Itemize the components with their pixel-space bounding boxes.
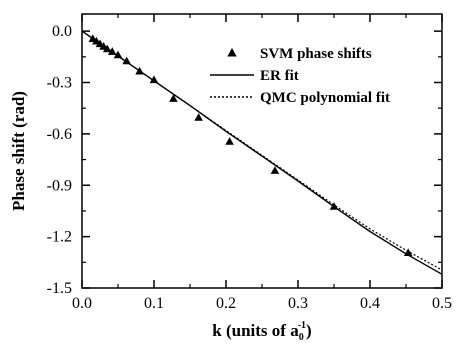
svm-data-point [225,137,234,145]
legend-triangle-swatch [227,48,237,57]
svm-data-point [329,202,339,210]
axis-ticks [81,14,443,289]
x-axis-label: k (units of a0-1) [212,320,311,343]
x-axis-label-prefix: k (units of a [212,321,299,340]
svm-data-point [113,50,123,59]
data-markers [88,34,413,257]
y-tick-label: -1.5 [47,280,72,297]
y-tick-label: -0.9 [47,177,72,194]
svm-data-point [102,44,112,53]
x-tick-label: 0.5 [432,295,452,312]
x-tick-label: 0.4 [360,295,380,312]
x-axis-label-sub: 0 [299,332,304,343]
svm-data-point [403,248,413,257]
svm-data-point [135,66,144,75]
svm-data-point [149,75,159,84]
x-tick-label: 0.2 [216,295,236,312]
legend: SVM phase shifts ER fit QMC polynomial fit [210,46,390,106]
legend-entry-label: SVM phase shifts [260,46,372,62]
x-axis-label-suffix: ) [306,321,312,340]
tick-labels: 0.0 0.1 0.2 0.3 0.4 0.5 0.0 -0.3 -0.6 -0.9 -1.2 -1.… [47,23,452,312]
x-tick-label: 0.3 [288,295,308,312]
legend-entry-label: QMC polynomial fit [260,90,390,106]
y-tick-label: 0.0 [52,23,72,40]
svm-data-point [270,166,280,174]
x-tick-label: 0.0 [72,295,92,312]
x-axis-label-sup: -1 [298,320,306,331]
y-axis-label: Phase shift (rad) [9,91,28,211]
svm-data-point [194,113,203,121]
qmc-fit-line [81,30,443,271]
y-tick-label: -0.3 [47,75,72,92]
svm-data-point [122,56,131,65]
x-tick-label: 0.1 [144,295,164,312]
y-tick-label: -0.6 [47,126,72,143]
y-tick-label: -1.2 [47,229,72,246]
svm-data-point [107,47,117,55]
svm-data-point [169,94,178,102]
legend-entry-label: ER fit [260,68,299,84]
